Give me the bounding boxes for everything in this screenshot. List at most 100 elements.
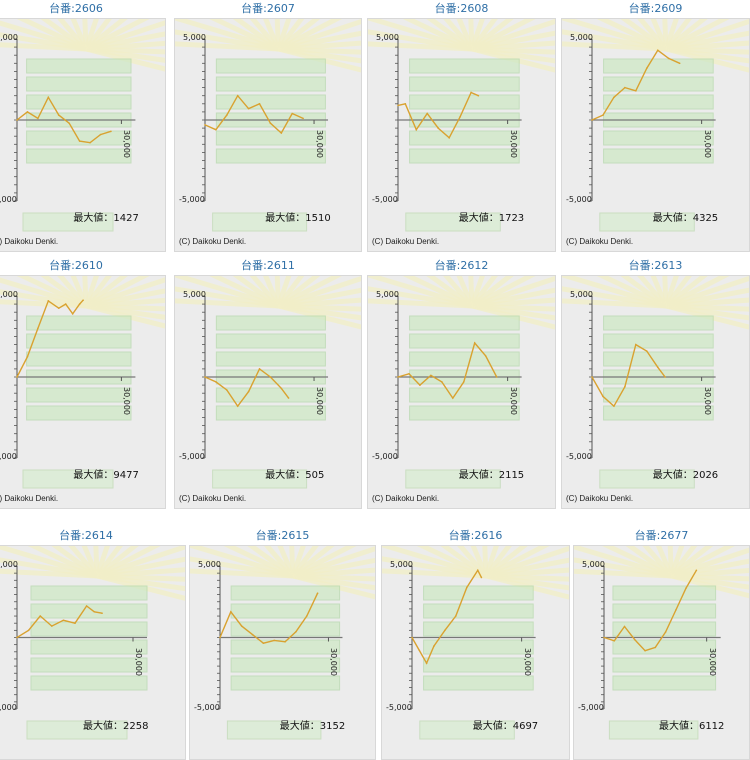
ray-decoration: [278, 40, 361, 52]
machine-number-link[interactable]: 台番:2613: [628, 259, 683, 272]
ray-decoration: [292, 546, 375, 579]
tray-decoration: [215, 94, 326, 110]
ray-decoration: [276, 19, 321, 51]
line-chart: [562, 276, 749, 489]
data-point: [591, 119, 593, 121]
ray-decoration: [190, 568, 293, 579]
data-point: [219, 636, 221, 639]
tray-decoration: [603, 94, 714, 110]
ray-decoration: [368, 276, 473, 309]
data-point: [495, 376, 498, 378]
tray-decoration: [215, 76, 326, 92]
ray-decoration: [278, 303, 361, 321]
data-point: [635, 343, 637, 346]
max-value: 2026: [692, 470, 719, 481]
background-illustration: [0, 546, 185, 740]
y-tick-label-bottom: -5,000: [566, 195, 592, 204]
machine-number-link[interactable]: 台番:2611: [241, 259, 295, 272]
y-tick-label-top: 5,000: [570, 290, 593, 299]
ray-decoration: [277, 546, 296, 577]
tray-decoration: [26, 148, 132, 164]
data-point: [204, 124, 206, 126]
y-tick-label-bottom: -5,000: [194, 703, 220, 712]
y-tick-label-bottom: -5,000: [372, 452, 398, 461]
machine-number-link[interactable]: 台番:2608: [434, 2, 489, 15]
data-point: [74, 622, 76, 624]
ray-decoration: [665, 303, 749, 321]
tray-decoration: [230, 603, 341, 619]
data-point: [215, 381, 217, 383]
ray-decoration: [664, 19, 708, 51]
data-point: [613, 640, 616, 642]
data-point: [269, 376, 272, 378]
machine-number-link[interactable]: 台番:2677: [634, 529, 689, 542]
ray-decoration: [278, 46, 361, 64]
line-chart: [368, 19, 555, 232]
chart-panel: 5,000 -5,000 30,000 最大値：6112: [573, 545, 750, 760]
data-point: [62, 619, 65, 622]
machine-number-link[interactable]: 台番:2607: [241, 2, 295, 15]
tray-decoration: [423, 675, 534, 691]
machine-number-link[interactable]: 台番:2610: [49, 259, 103, 272]
data-point: [226, 389, 228, 391]
data-point: [664, 631, 667, 633]
data-series-line: [591, 343, 666, 408]
tray-decoration: [603, 387, 714, 403]
tray-decoration: [603, 333, 714, 349]
ray-decoration: [0, 42, 87, 52]
ray-decoration: [637, 19, 668, 51]
max-prefix: 最大値：: [472, 721, 513, 732]
ray-decoration: [262, 19, 281, 50]
ray-decoration: [175, 276, 280, 309]
tray-decoration: [30, 585, 148, 601]
ray-decoration: [471, 19, 555, 52]
ray-decoration: [471, 46, 555, 55]
ray-decoration: [469, 276, 498, 308]
chart-panel: 5,000 -5,000 30,000 最大値：3152: [189, 545, 376, 760]
tray-decoration: [423, 603, 534, 619]
data-point: [78, 303, 81, 305]
tray-decoration: [603, 58, 714, 74]
machine-number-link[interactable]: 台番:2616: [448, 529, 503, 542]
ray-decoration: [562, 276, 667, 309]
ray-decoration: [292, 573, 375, 591]
machine-number-link[interactable]: 台番:2612: [434, 259, 489, 272]
data-point: [425, 662, 428, 665]
data-point: [470, 91, 472, 94]
ray-decoration: [670, 547, 749, 579]
data-point: [644, 649, 646, 652]
machine-number-link[interactable]: 台番:2606: [49, 2, 103, 15]
ray-decoration: [16, 276, 88, 309]
base-decoration: [599, 469, 695, 489]
y-tick-label-bottom: -5,000: [0, 703, 17, 712]
ray-decoration: [85, 20, 165, 52]
y-tick-label-bottom: -5,000: [0, 452, 17, 461]
machine-number-link[interactable]: 台番:2609: [628, 2, 683, 15]
copyright-text: (C) Daikoku Denki.: [179, 237, 247, 246]
data-point: [16, 119, 18, 121]
ray-decoration: [95, 546, 123, 578]
machine-number-link[interactable]: 台番:2614: [59, 529, 113, 542]
ray-decoration: [485, 573, 569, 582]
tray-decoration: [30, 657, 148, 673]
ray-decoration: [175, 19, 280, 52]
chart-panel: 5,000 -5,000 30,000 最大値：4697: [381, 545, 570, 760]
data-point: [302, 117, 304, 120]
ray-decoration: [470, 276, 536, 309]
background-illustration: [190, 546, 375, 740]
ray-decoration: [0, 568, 98, 579]
data-point: [433, 645, 435, 647]
data-point: [466, 586, 468, 589]
data-point: [287, 397, 290, 399]
machine-number-link[interactable]: 台番:2615: [255, 529, 310, 542]
ray-decoration: [457, 546, 488, 578]
x-tick-label: 30,000: [315, 387, 325, 415]
ray-decoration: [57, 276, 88, 308]
ray-decoration: [277, 19, 361, 52]
data-point: [404, 103, 407, 105]
ray-decoration: [574, 546, 673, 579]
data-point: [623, 625, 626, 628]
base-decoration: [608, 720, 699, 740]
tray-decoration: [409, 76, 520, 92]
data-point: [602, 114, 604, 116]
